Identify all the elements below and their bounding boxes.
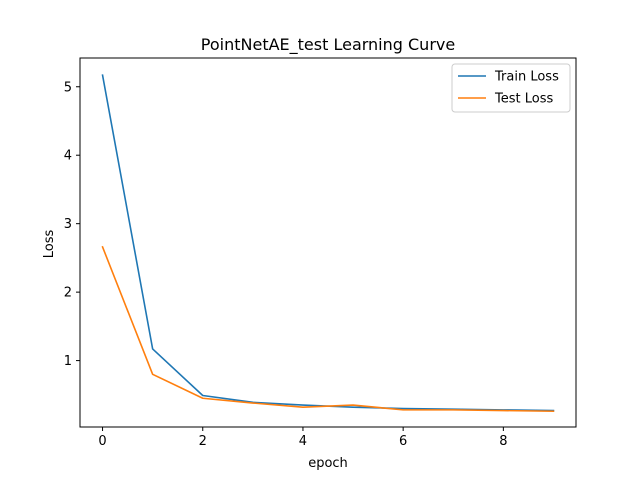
x-axis-label: epoch	[308, 456, 348, 471]
plot-area	[101, 74, 555, 413]
y-tick-label: 4	[64, 149, 72, 164]
y-tick-label: 5	[64, 80, 72, 95]
y-axis-label: Loss	[42, 230, 57, 259]
chart-title: PointNetAE_test Learning Curve	[201, 35, 455, 55]
x-tick-label: 2	[199, 434, 207, 449]
legend-label: Test Loss	[494, 92, 553, 107]
axes-frame	[79, 57, 577, 428]
x-tick-label: 6	[399, 434, 407, 449]
x-tick-label: 4	[299, 434, 307, 449]
y-tick-label: 2	[64, 286, 72, 301]
legend: Train Loss Test Loss	[451, 63, 571, 113]
series-line-train-loss	[101, 74, 555, 412]
series-line-test-loss	[101, 245, 555, 413]
legend-label: Train Loss	[494, 70, 559, 85]
x-tick-label: 8	[499, 434, 507, 449]
x-tick-label: 0	[98, 434, 106, 449]
y-tick-label: 3	[64, 217, 72, 232]
y-tick-label: 1	[64, 354, 72, 369]
